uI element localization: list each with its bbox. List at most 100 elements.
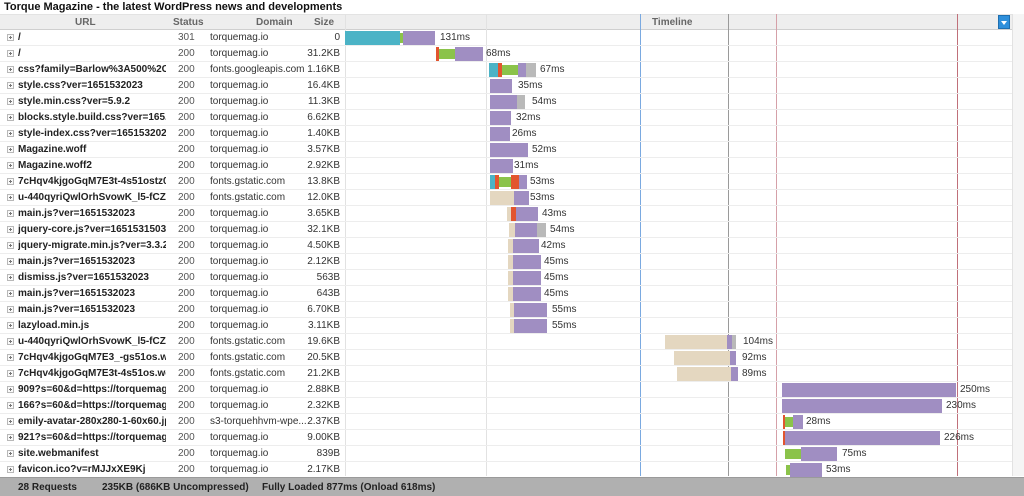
timing-connect-bar[interactable] [498, 63, 502, 77]
expand-icon[interactable] [7, 194, 14, 201]
table-row[interactable]: css?family=Barlow%3A500%2C... 200 fonts.go… [0, 62, 1012, 78]
timing-connect-bar[interactable] [783, 431, 785, 445]
expand-icon[interactable] [7, 306, 14, 313]
table-row[interactable]: 909?s=60&d=https://torquemag... 200 torque… [0, 382, 1012, 398]
timing-receive-bar[interactable] [782, 383, 956, 397]
timing-ssl-bar[interactable] [502, 65, 518, 75]
table-row[interactable]: favicon.ico?v=rMJJxXE9Kj 200 torquemag.io 2… [0, 462, 1012, 478]
timing-wait-bar[interactable] [508, 255, 513, 269]
expand-icon[interactable] [7, 146, 14, 153]
timing-receive-bar[interactable] [782, 399, 942, 413]
expand-icon[interactable] [7, 210, 14, 217]
table-row[interactable]: emily-avatar-280x280-1-60x60.jpg 200 s3-to… [0, 414, 1012, 430]
expand-icon[interactable] [7, 98, 14, 105]
column-url[interactable]: URL [75, 17, 96, 28]
timing-receive-bar[interactable] [727, 335, 732, 349]
timing-wait-bar[interactable] [674, 351, 730, 365]
table-row[interactable]: style.css?ver=1651532023 200 torquemag.io 1… [0, 78, 1012, 94]
table-row[interactable]: lazyload.min.js 200 torquemag.io 3.11KB 55ms [0, 318, 1012, 334]
timing-connect-bar[interactable] [511, 207, 516, 221]
table-row[interactable]: u-440qyriQwlOrhSvowK_l5-fCZ... 200 fonts.g… [0, 334, 1012, 350]
timing-receive-bar[interactable] [519, 175, 527, 189]
table-row[interactable]: u-440qyriQwlOrhSvowK_l5-fCZ... 200 fonts.g… [0, 190, 1012, 206]
table-row[interactable]: 921?s=60&d=https://torquemag... 200 torque… [0, 430, 1012, 446]
column-timeline[interactable]: Timeline [652, 17, 693, 28]
table-row[interactable]: dismiss.js?ver=1651532023 200 torquemag.io… [0, 270, 1012, 286]
timing-ssl-bar[interactable] [439, 49, 455, 59]
timing-ssl-bar[interactable] [400, 33, 403, 43]
table-row[interactable]: style-index.css?ver=1651532023 200 torquem… [0, 126, 1012, 142]
table-row[interactable]: / 200 torquemag.io 31.2KB 68ms [0, 46, 1012, 62]
table-row[interactable]: site.webmanifest 200 torquemag.io 839B 75ms [0, 446, 1012, 462]
timing-receive-bar[interactable] [490, 79, 512, 93]
table-row[interactable]: 7cHqv4kjgoGqM7E3t-4s51os.wo... 200 fonts.g… [0, 366, 1012, 382]
timing-dns-bar[interactable] [490, 175, 495, 189]
timing-ssl-bar[interactable] [785, 449, 801, 459]
table-row[interactable]: main.js?ver=1651532023 200 torquemag.io 3.6… [0, 206, 1012, 222]
expand-icon[interactable] [7, 338, 14, 345]
timing-receive-bar[interactable] [490, 143, 528, 157]
expand-icon[interactable] [7, 242, 14, 249]
expand-icon[interactable] [7, 322, 14, 329]
table-row[interactable]: blocks.style.build.css?ver=165... 200 torq… [0, 110, 1012, 126]
timing-connect-bar[interactable] [783, 415, 785, 429]
expand-icon[interactable] [7, 178, 14, 185]
timing-receive-bar[interactable] [455, 47, 483, 61]
chevron-down-icon[interactable] [998, 15, 1010, 29]
timing-receive-bar[interactable] [490, 159, 513, 173]
timing-wait-bar[interactable] [677, 367, 731, 381]
timing-connect-bar[interactable] [495, 175, 499, 189]
table-row[interactable]: main.js?ver=1651532023 200 torquemag.io 2.1… [0, 254, 1012, 270]
timing-receive-bar[interactable] [516, 207, 538, 221]
table-row[interactable]: style.min.css?ver=5.9.2 200 torquemag.io 11… [0, 94, 1012, 110]
expand-icon[interactable] [7, 226, 14, 233]
expand-icon[interactable] [7, 162, 14, 169]
expand-icon[interactable] [7, 34, 14, 41]
table-row[interactable]: 166?s=60&d=https://torquemag... 200 torque… [0, 398, 1012, 414]
table-row[interactable]: Magazine.woff 200 torquemag.io 3.57KB 52ms [0, 142, 1012, 158]
expand-icon[interactable] [7, 82, 14, 89]
timing-receive-bar[interactable] [513, 287, 541, 301]
table-row[interactable]: 7cHqv4kjgoGqM7E3_-gs51os.w... 200 fonts.gs… [0, 350, 1012, 366]
timing-receive-bar[interactable] [790, 463, 822, 477]
timing-receive-bar[interactable] [793, 415, 803, 429]
expand-icon[interactable] [7, 354, 14, 361]
timing-ssl-bar[interactable] [786, 465, 790, 475]
timing-receive-bar[interactable] [513, 271, 541, 285]
timing-receive-bar[interactable] [490, 111, 511, 125]
expand-icon[interactable] [7, 418, 14, 425]
timing-receive-bar[interactable] [518, 63, 526, 77]
table-row[interactable]: / 301 torquemag.io 0 131ms [0, 30, 1012, 46]
timing-wait-bar[interactable] [509, 223, 515, 237]
table-row[interactable]: jquery-core.js?ver=1651531503 200 torquema… [0, 222, 1012, 238]
timing-wait-bar[interactable] [508, 271, 513, 285]
expand-icon[interactable] [7, 50, 14, 57]
column-domain[interactable]: Domain [256, 17, 293, 28]
expand-icon[interactable] [7, 130, 14, 137]
expand-icon[interactable] [7, 258, 14, 265]
timing-receive-bar[interactable] [514, 191, 529, 205]
table-row[interactable]: main.js?ver=1651532023 200 torquemag.io 6.7… [0, 302, 1012, 318]
timing-wait-bar[interactable] [508, 287, 513, 301]
timing-dns-bar[interactable] [345, 31, 400, 45]
column-status[interactable]: Status [173, 17, 204, 28]
table-row[interactable]: 7cHqv4kjgoGqM7E3t-4s51ostz0r... 200 fonts.… [0, 174, 1012, 190]
timing-connect-bar[interactable] [436, 47, 439, 61]
timing-receive-bar[interactable] [514, 303, 547, 317]
expand-icon[interactable] [7, 450, 14, 457]
timing-blocked-bar[interactable] [537, 223, 546, 237]
table-row[interactable]: jquery-migrate.min.js?ver=3.3.2 200 torque… [0, 238, 1012, 254]
timing-dns-bar[interactable] [489, 63, 498, 77]
expand-icon[interactable] [7, 274, 14, 281]
expand-icon[interactable] [7, 402, 14, 409]
expand-icon[interactable] [7, 434, 14, 441]
timing-wait-bar[interactable] [490, 191, 514, 205]
timing-wait-bar[interactable] [510, 319, 514, 333]
timing-wait-bar[interactable] [507, 207, 511, 221]
table-row[interactable]: Magazine.woff2 200 torquemag.io 2.92KB 31ms [0, 158, 1012, 174]
timing-ssl-bar[interactable] [785, 417, 793, 427]
timing-receive-bar[interactable] [403, 31, 435, 45]
timing-connect-bar[interactable] [511, 175, 519, 189]
expand-icon[interactable] [7, 114, 14, 121]
column-size[interactable]: Size [314, 17, 335, 28]
